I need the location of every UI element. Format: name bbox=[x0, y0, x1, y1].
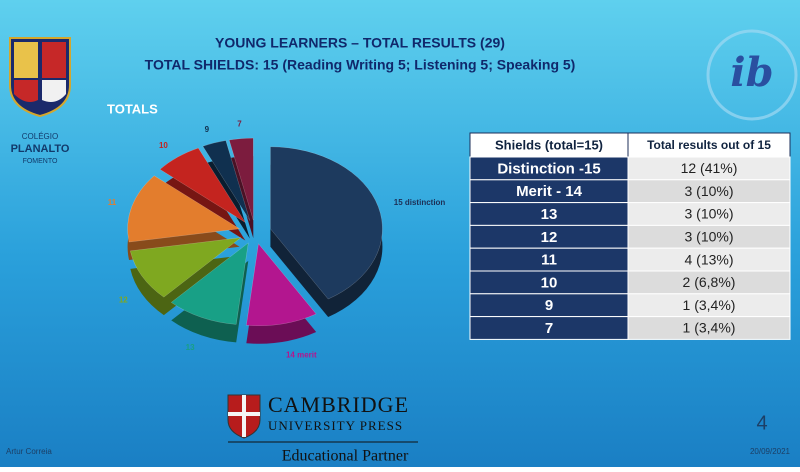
slice bbox=[159, 147, 246, 223]
slice bbox=[170, 242, 249, 325]
header-cell bbox=[469, 132, 629, 158]
footer-date: 20/09/2021 bbox=[750, 447, 791, 456]
ib-logo-ring bbox=[706, 29, 798, 121]
row-value: 3 (10%) bbox=[684, 206, 733, 222]
partner-role: Educational Partner bbox=[282, 448, 409, 465]
slice bbox=[246, 243, 317, 326]
row-value: 1 (3,4%) bbox=[683, 320, 736, 336]
row-value: 3 (10%) bbox=[684, 229, 733, 245]
slice-label: 9 bbox=[205, 125, 210, 134]
school-text: FOMENTO bbox=[23, 158, 58, 165]
slice-label: 11 bbox=[108, 198, 117, 207]
row-label: 9 bbox=[545, 297, 553, 314]
title-line: YOUNG LEARNERS – TOTAL RESULTS (29) bbox=[215, 35, 505, 51]
row-value: 12 (41%) bbox=[681, 160, 738, 176]
row-label: Merit - 14 bbox=[516, 183, 583, 200]
results-table: Shields (total=15) Total results out of 1… bbox=[469, 132, 791, 340]
header-text: Total results out of 15 bbox=[647, 138, 771, 152]
school-crest bbox=[9, 37, 71, 118]
header-cell bbox=[627, 132, 791, 158]
pie-chart: 15 distinction 14 merit 13 12 11 10 9 7 bbox=[108, 120, 446, 360]
slice-label: 12 bbox=[119, 296, 128, 305]
row-label: 10 bbox=[541, 274, 558, 291]
page-number: 4 bbox=[756, 412, 767, 434]
partner-name: CAMBRIDGE bbox=[268, 392, 409, 417]
row-label: 12 bbox=[541, 229, 558, 246]
ib-logo: ib bbox=[730, 49, 773, 96]
partner-sub: UNIVERSITY PRESS bbox=[268, 418, 403, 433]
slice-label: 15 distinction bbox=[394, 198, 446, 207]
footer-author: Artur Correia bbox=[6, 447, 52, 456]
slice-label: 13 bbox=[186, 343, 195, 352]
title-line: TOTAL SHIELDS: 15 (Reading Writing 5; Li… bbox=[145, 57, 576, 73]
slice-label: 10 bbox=[159, 141, 168, 150]
chart-title: TOTALS bbox=[107, 101, 158, 116]
slice bbox=[202, 140, 251, 221]
slice bbox=[127, 175, 241, 243]
school-text: COLÉGIO bbox=[22, 132, 58, 141]
slice bbox=[270, 146, 383, 300]
row-label: 7 bbox=[545, 320, 553, 337]
school-text: PLANALTO bbox=[11, 143, 70, 155]
row-label: 13 bbox=[541, 206, 558, 223]
row-label: Distinction -15 bbox=[497, 160, 600, 177]
slice bbox=[130, 237, 242, 298]
slice bbox=[228, 137, 254, 221]
row-value: 4 (13%) bbox=[684, 251, 733, 267]
slice-label: 14 merit bbox=[286, 351, 317, 360]
row-value: 2 (6,8%) bbox=[683, 274, 736, 290]
cambridge-crest bbox=[227, 394, 261, 439]
row-value-cell bbox=[627, 316, 791, 340]
slice-label: 7 bbox=[237, 120, 242, 129]
row-value: 1 (3,4%) bbox=[683, 297, 736, 313]
header-text: Shields (total=15) bbox=[495, 137, 603, 152]
row-value: 3 (10%) bbox=[684, 183, 733, 199]
row-label: 11 bbox=[541, 252, 557, 269]
